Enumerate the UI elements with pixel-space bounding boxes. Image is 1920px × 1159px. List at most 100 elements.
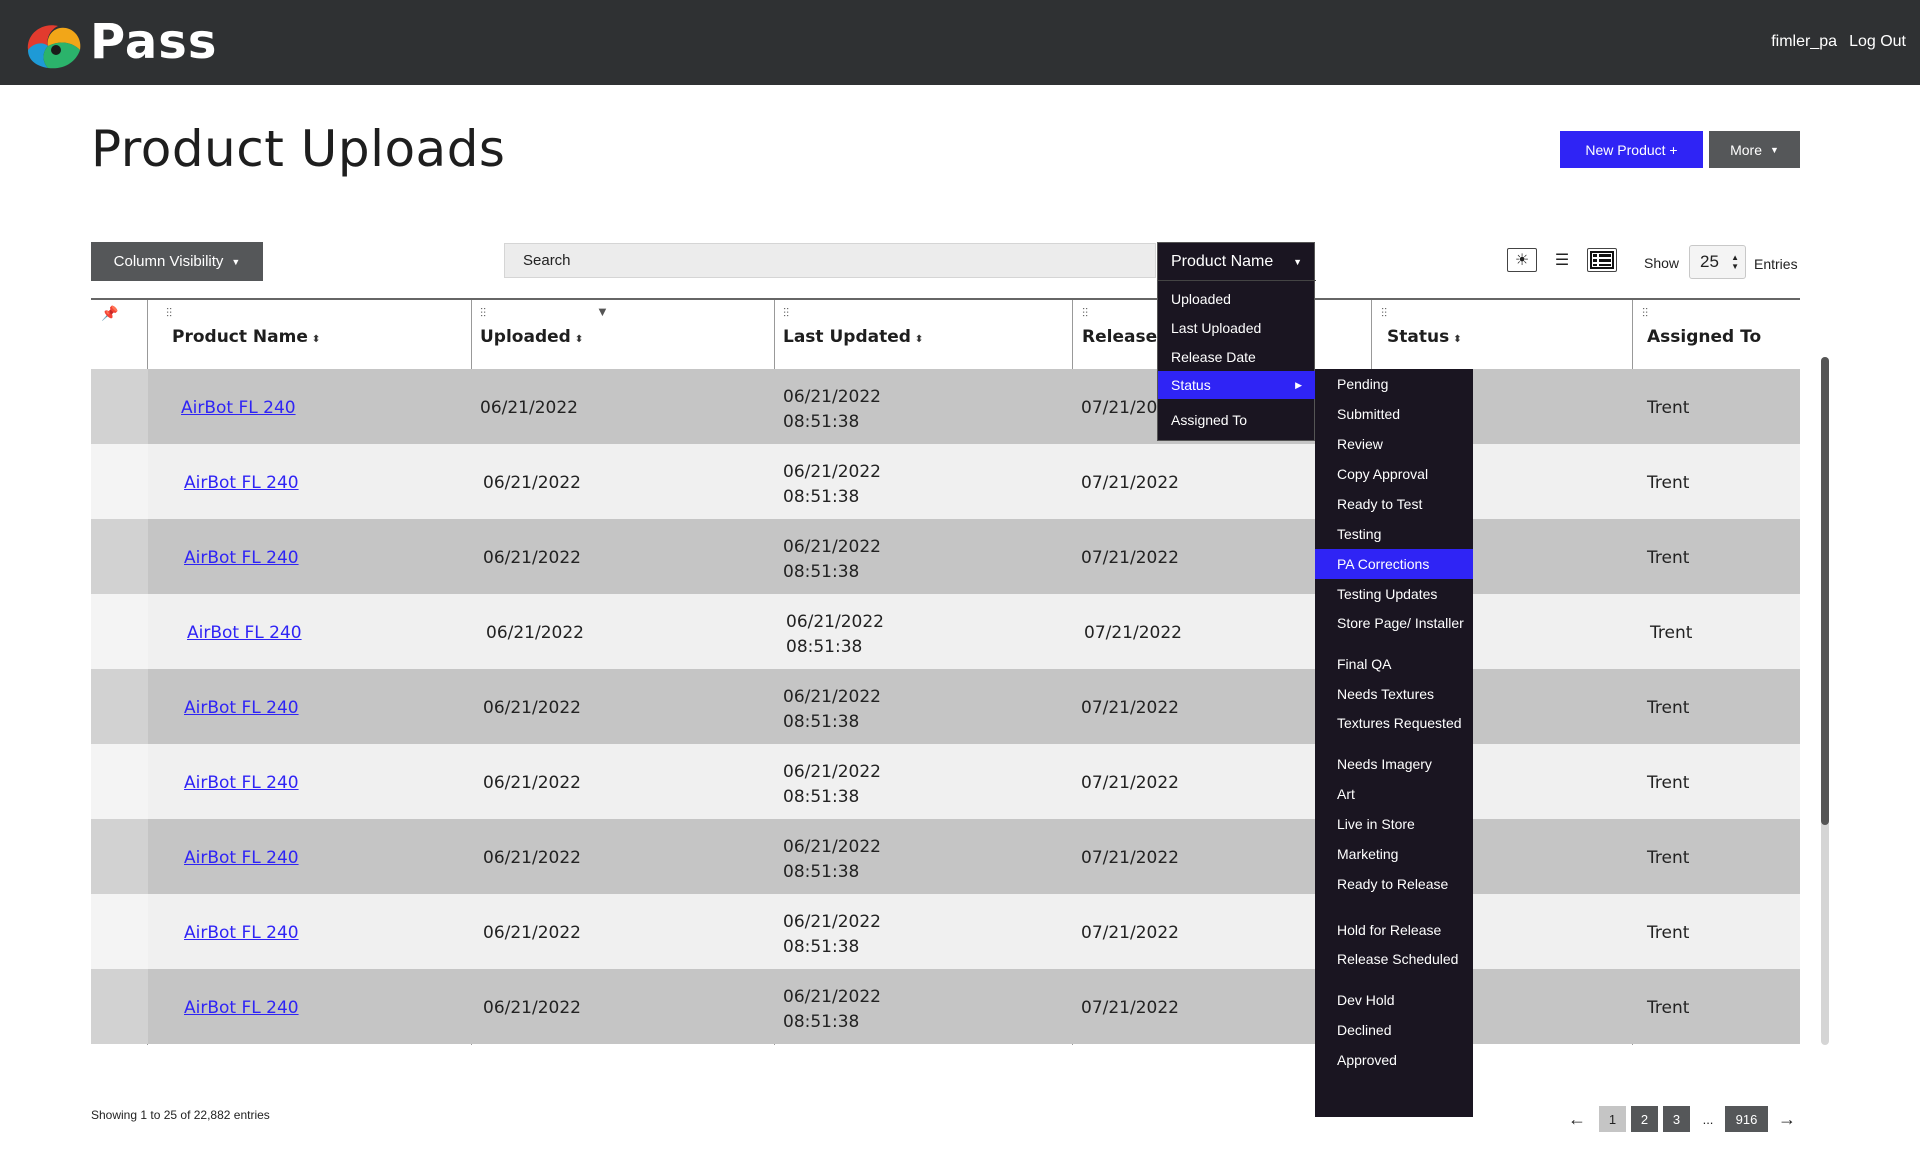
product-name-link[interactable]: AirBot FL 240	[187, 623, 302, 643]
status-option[interactable]: Needs Textures	[1337, 686, 1435, 702]
dropdown-item-status[interactable]: Status ▶	[1158, 371, 1316, 399]
table-row[interactable]: AirBot FL 240 06/21/2022 06/21/2022 08:51:3…	[91, 744, 1800, 819]
status-option[interactable]: Dev Hold	[1337, 992, 1395, 1008]
uploaded-date: 06/21/2022	[483, 548, 581, 568]
product-name-link[interactable]: AirBot FL 240	[184, 473, 299, 493]
column-drag-icon[interactable]: ⫶⫶	[480, 306, 487, 320]
column-drag-icon[interactable]: ⫶⫶	[1381, 306, 1388, 320]
status-option[interactable]: Needs Imagery	[1337, 756, 1432, 772]
prev-page-arrow-icon[interactable]: ←	[1568, 1108, 1586, 1129]
status-option[interactable]: Ready to Test	[1337, 496, 1423, 512]
column-drag-icon[interactable]: ⫶⫶	[166, 306, 173, 320]
status-option[interactable]: Textures Requested	[1337, 715, 1462, 731]
status-option[interactable]: Final QA	[1337, 656, 1392, 672]
uploaded-date: 06/21/2022	[483, 923, 581, 943]
last-updated-time: 08:51:38	[783, 1012, 860, 1032]
header-uploaded[interactable]: Uploaded ⬍	[480, 327, 583, 347]
page-ellipsis: ...	[1702, 1111, 1714, 1127]
dropdown-selected[interactable]: Product Name ▼	[1158, 243, 1316, 281]
status-option[interactable]: Ready to Release	[1337, 876, 1449, 892]
header-status[interactable]: Status ⬍	[1387, 327, 1462, 347]
page-button-last[interactable]: 916	[1725, 1106, 1768, 1132]
scrollbar-thumb[interactable]	[1821, 357, 1829, 825]
status-option[interactable]: Hold for Release	[1337, 922, 1442, 938]
product-name-link[interactable]: AirBot FL 240	[181, 398, 296, 418]
dropdown-item-assigned-to[interactable]: Assigned To	[1171, 412, 1248, 428]
status-option[interactable]: Submitted	[1337, 406, 1401, 422]
status-option[interactable]: Review	[1337, 436, 1383, 452]
product-name-link[interactable]: AirBot FL 240	[184, 998, 299, 1018]
last-updated-time: 08:51:38	[783, 562, 860, 582]
last-updated-time: 08:51:38	[783, 937, 860, 957]
last-updated-date: 06/21/2022	[786, 612, 884, 632]
status-option[interactable]: Testing	[1337, 526, 1382, 542]
sort-desc-icon: ⬍	[574, 334, 584, 345]
status-option[interactable]: PA Corrections	[1315, 549, 1473, 579]
detailed-list-view-icon[interactable]	[1587, 248, 1617, 272]
column-visibility-button[interactable]: Column Visibility ▼	[91, 242, 263, 281]
product-name-link[interactable]: AirBot FL 240	[184, 923, 299, 943]
table-row[interactable]: AirBot FL 240 06/21/2022 06/21/2022 08:51:3…	[91, 969, 1800, 1044]
dropdown-selected-label: Product Name	[1171, 253, 1274, 270]
assigned-to: Trent	[1647, 923, 1690, 943]
column-select-dropdown[interactable]: Product Name ▼ Uploaded Last Uploaded Rel…	[1157, 242, 1316, 441]
page-button-2[interactable]: 2	[1631, 1106, 1658, 1132]
new-product-button[interactable]: New Product +	[1560, 131, 1703, 168]
status-option[interactable]: Testing Updates	[1337, 586, 1438, 602]
header-release-date[interactable]: Release D	[1082, 327, 1177, 347]
entries-select[interactable]: 25 ▲ ▼	[1689, 245, 1746, 279]
dropdown-item-last-uploaded[interactable]: Last Uploaded	[1171, 320, 1262, 336]
product-name-link[interactable]: AirBot FL 240	[184, 698, 299, 718]
release-date: 07/21/2022	[1081, 548, 1179, 568]
table-row[interactable]: AirBot FL 240 06/21/2022 06/21/2022 08:51:3…	[91, 819, 1800, 894]
page-button-1[interactable]: 1	[1599, 1106, 1626, 1132]
status-option[interactable]: Live in Store	[1337, 816, 1415, 832]
header-label: Product Name	[172, 327, 308, 347]
column-drag-icon[interactable]: ⫶⫶	[1082, 306, 1089, 320]
column-drag-icon[interactable]: ⫶⫶	[783, 306, 790, 320]
more-button[interactable]: More ▼	[1709, 131, 1800, 168]
status-option[interactable]: Pending	[1337, 376, 1389, 392]
table-row[interactable]: AirBot FL 240 06/21/2022 06/21/2022 08:51:3…	[91, 369, 1800, 444]
page-button-3[interactable]: 3	[1663, 1106, 1690, 1132]
logout-link[interactable]: Log Out	[1849, 33, 1906, 50]
header-assigned-to[interactable]: Assigned To	[1647, 327, 1761, 347]
header-product-name[interactable]: Product Name ⬍	[172, 327, 320, 347]
table-row[interactable]: AirBot FL 240 06/21/2022 06/21/2022 08:51:3…	[91, 894, 1800, 969]
status-option[interactable]: Declined	[1337, 1022, 1392, 1038]
status-option[interactable]: Art	[1337, 786, 1355, 802]
brightness-icon[interactable]: ☀	[1507, 248, 1537, 272]
release-date: 07/21/2022	[1081, 998, 1179, 1018]
last-updated-date: 06/21/2022	[783, 537, 881, 557]
table-row[interactable]: AirBot FL 240 06/21/2022 06/21/2022 08:51:3…	[91, 519, 1800, 594]
pin-cell	[91, 894, 148, 969]
status-option[interactable]: Approved	[1337, 1052, 1397, 1068]
dropdown-item-release-date[interactable]: Release Date	[1171, 349, 1256, 365]
status-option[interactable]: Marketing	[1337, 846, 1399, 862]
filter-icon[interactable]: ▼	[596, 304, 609, 319]
status-submenu: Pending Submitted Review Copy Approval Ready…	[1315, 369, 1473, 1117]
column-drag-icon[interactable]: ⫶⫶	[1642, 306, 1649, 320]
sort-icon: ⬍	[914, 334, 924, 345]
list-view-icon[interactable]: ☰	[1554, 252, 1570, 269]
product-name-link[interactable]: AirBot FL 240	[184, 548, 299, 568]
pin-icon[interactable]: 📌	[101, 305, 119, 321]
last-updated-date: 06/21/2022	[783, 387, 881, 407]
header-last-updated[interactable]: Last Updated ⬍	[783, 327, 923, 347]
status-option[interactable]: Store Page/ Installer	[1337, 615, 1464, 631]
uploaded-date: 06/21/2022	[483, 998, 581, 1018]
table-row[interactable]: AirBot FL 240 06/21/2022 06/21/2022 08:51:3…	[91, 669, 1800, 744]
entries-value: 25	[1700, 252, 1719, 271]
pin-cell	[91, 669, 148, 744]
release-date: 07/21/202	[1081, 398, 1169, 418]
product-name-link[interactable]: AirBot FL 240	[184, 848, 299, 868]
status-option[interactable]: Copy Approval	[1337, 466, 1429, 482]
dropdown-item-uploaded[interactable]: Uploaded	[1171, 291, 1231, 307]
next-page-arrow-icon[interactable]: →	[1778, 1108, 1796, 1129]
product-name-link[interactable]: AirBot FL 240	[184, 773, 299, 793]
status-option[interactable]: Release Scheduled	[1337, 951, 1459, 967]
last-updated-time: 08:51:38	[783, 487, 860, 507]
table-row[interactable]: AirBot FL 240 06/21/2022 06/21/2022 08:51:3…	[91, 594, 1800, 669]
search-input[interactable]: Search	[504, 243, 1156, 278]
table-row[interactable]: AirBot FL 240 06/21/2022 06/21/2022 08:51:3…	[91, 444, 1800, 519]
